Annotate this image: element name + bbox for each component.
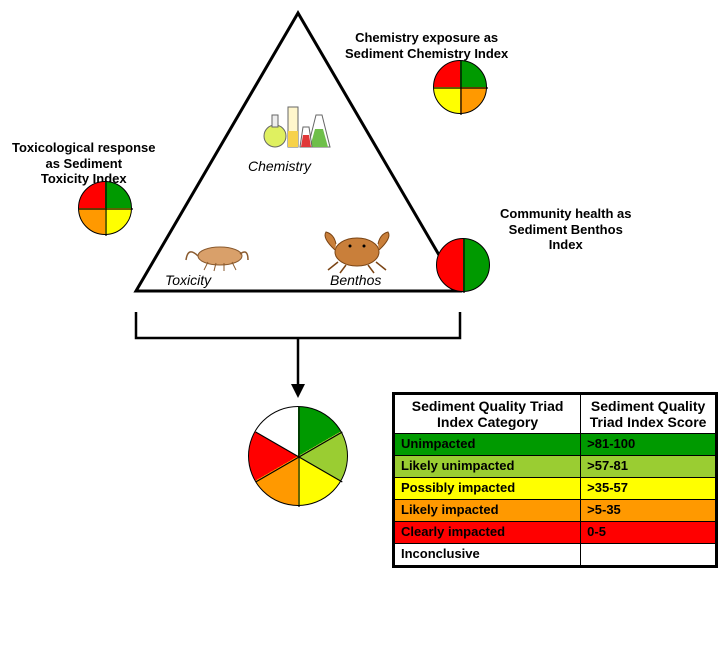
cell-score: >35-57 bbox=[581, 478, 716, 500]
cell-category: Inconclusive bbox=[395, 543, 581, 565]
cell-category: Possibly impacted bbox=[395, 478, 581, 500]
table-row: Inconclusive bbox=[395, 543, 716, 565]
table-row: Unimpacted>81-100 bbox=[395, 434, 716, 456]
cell-score bbox=[581, 543, 716, 565]
cell-category: Clearly impacted bbox=[395, 521, 581, 543]
table-header-category: Sediment Quality Triad Index Category bbox=[395, 395, 581, 434]
triad-score-table: Sediment Quality Triad Index Category Se… bbox=[392, 392, 718, 568]
table-row: Likely unimpacted>57-81 bbox=[395, 456, 716, 478]
cell-category: Likely impacted bbox=[395, 500, 581, 522]
table-row: Likely impacted>5-35 bbox=[395, 500, 716, 522]
table-row: Clearly impacted0-5 bbox=[395, 521, 716, 543]
table-row: Possibly impacted>35-57 bbox=[395, 478, 716, 500]
table-header-score: Sediment Quality Triad Index Score bbox=[581, 395, 716, 434]
cell-score: >5-35 bbox=[581, 500, 716, 522]
cell-score: >81-100 bbox=[581, 434, 716, 456]
cell-score: 0-5 bbox=[581, 521, 716, 543]
cell-category: Unimpacted bbox=[395, 434, 581, 456]
cell-category: Likely unimpacted bbox=[395, 456, 581, 478]
cell-score: >57-81 bbox=[581, 456, 716, 478]
